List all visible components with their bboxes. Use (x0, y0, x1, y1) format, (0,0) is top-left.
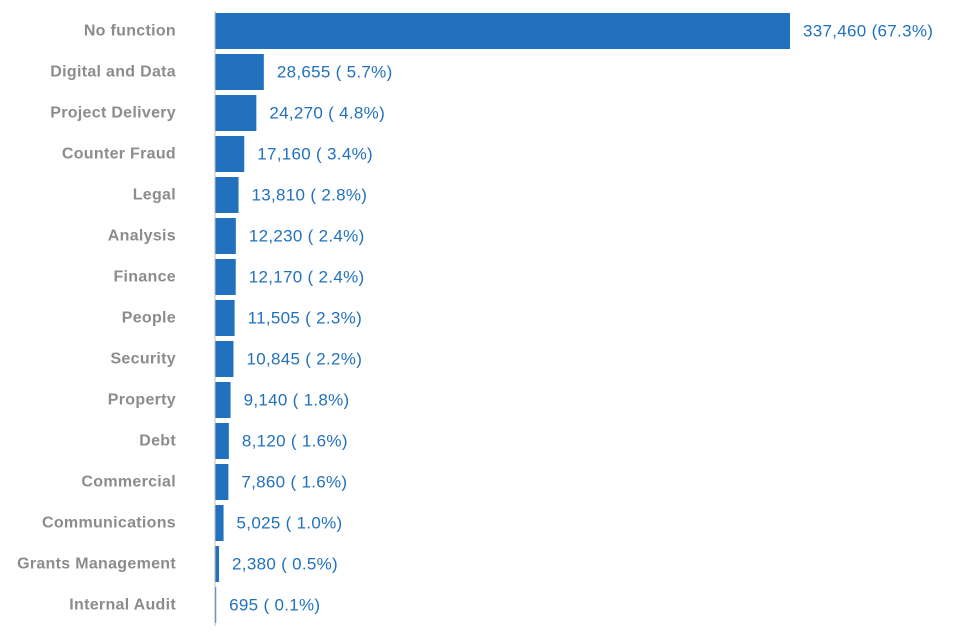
bar-people (215, 300, 235, 336)
category-label-security: Security (110, 351, 176, 368)
value-label-commercial: 7,860 ( 1.6%) (241, 473, 347, 492)
bar-analysis (215, 218, 236, 254)
category-label-communications: Communications (42, 515, 176, 532)
category-label-grants-management: Grants Management (17, 556, 176, 573)
value-label-project-delivery: 24,270 ( 4.8%) (269, 104, 385, 123)
bar-project-delivery (215, 95, 257, 131)
value-label-security: 10,845 ( 2.2%) (246, 350, 362, 369)
value-label-counter-fraud: 17,160 ( 3.4%) (257, 145, 373, 164)
category-label-project-delivery: Project Delivery (50, 105, 176, 122)
value-label-internal-audit: 695 ( 0.1%) (229, 596, 320, 615)
category-label-property: Property (108, 392, 176, 409)
bar-security (215, 341, 234, 377)
value-label-legal: 13,810 ( 2.8%) (252, 186, 368, 205)
category-label-analysis: Analysis (108, 228, 176, 245)
value-label-communications: 5,025 ( 1.0%) (237, 514, 343, 533)
value-label-digital-and-data: 28,655 ( 5.7%) (277, 63, 393, 82)
category-label-counter-fraud: Counter Fraud (62, 146, 176, 163)
bar-grants-management (215, 546, 220, 582)
value-label-no-function: 337,460 (67.3%) (803, 22, 933, 41)
bar-commercial (215, 464, 229, 500)
bar-debt (215, 423, 229, 459)
bars-group (214, 11, 790, 626)
bar-counter-fraud (215, 136, 245, 172)
value-label-grants-management: 2,380 ( 0.5%) (232, 555, 338, 574)
bar-internal-audit (215, 587, 217, 623)
category-label-internal-audit: Internal Audit (69, 597, 176, 614)
bar-communications (215, 505, 224, 541)
bar-finance (215, 259, 236, 295)
category-label-legal: Legal (133, 187, 176, 204)
bar-digital-and-data (215, 54, 264, 90)
category-label-finance: Finance (113, 269, 176, 286)
value-label-debt: 8,120 ( 1.6%) (242, 432, 348, 451)
value-label-finance: 12,170 ( 2.4%) (249, 268, 365, 287)
value-label-people: 11,505 ( 2.3%) (248, 309, 362, 328)
bar-property (215, 382, 231, 418)
category-label-commercial: Commercial (81, 474, 176, 491)
bar-no-function (215, 13, 790, 49)
category-labels-group: No function Digital and Data Project Deliv… (17, 23, 176, 614)
value-label-property: 9,140 ( 1.8%) (244, 391, 350, 410)
bar-legal (215, 177, 239, 213)
category-label-digital-and-data: Digital and Data (50, 64, 176, 81)
value-label-analysis: 12,230 ( 2.4%) (249, 227, 365, 246)
value-labels-group: 337,460 (67.3%) 28,655 ( 5.7%) 24,270 ( 4.… (229, 22, 933, 615)
category-label-no-function: No function (84, 23, 176, 40)
category-label-debt: Debt (139, 433, 176, 450)
category-label-people: People (122, 310, 176, 327)
